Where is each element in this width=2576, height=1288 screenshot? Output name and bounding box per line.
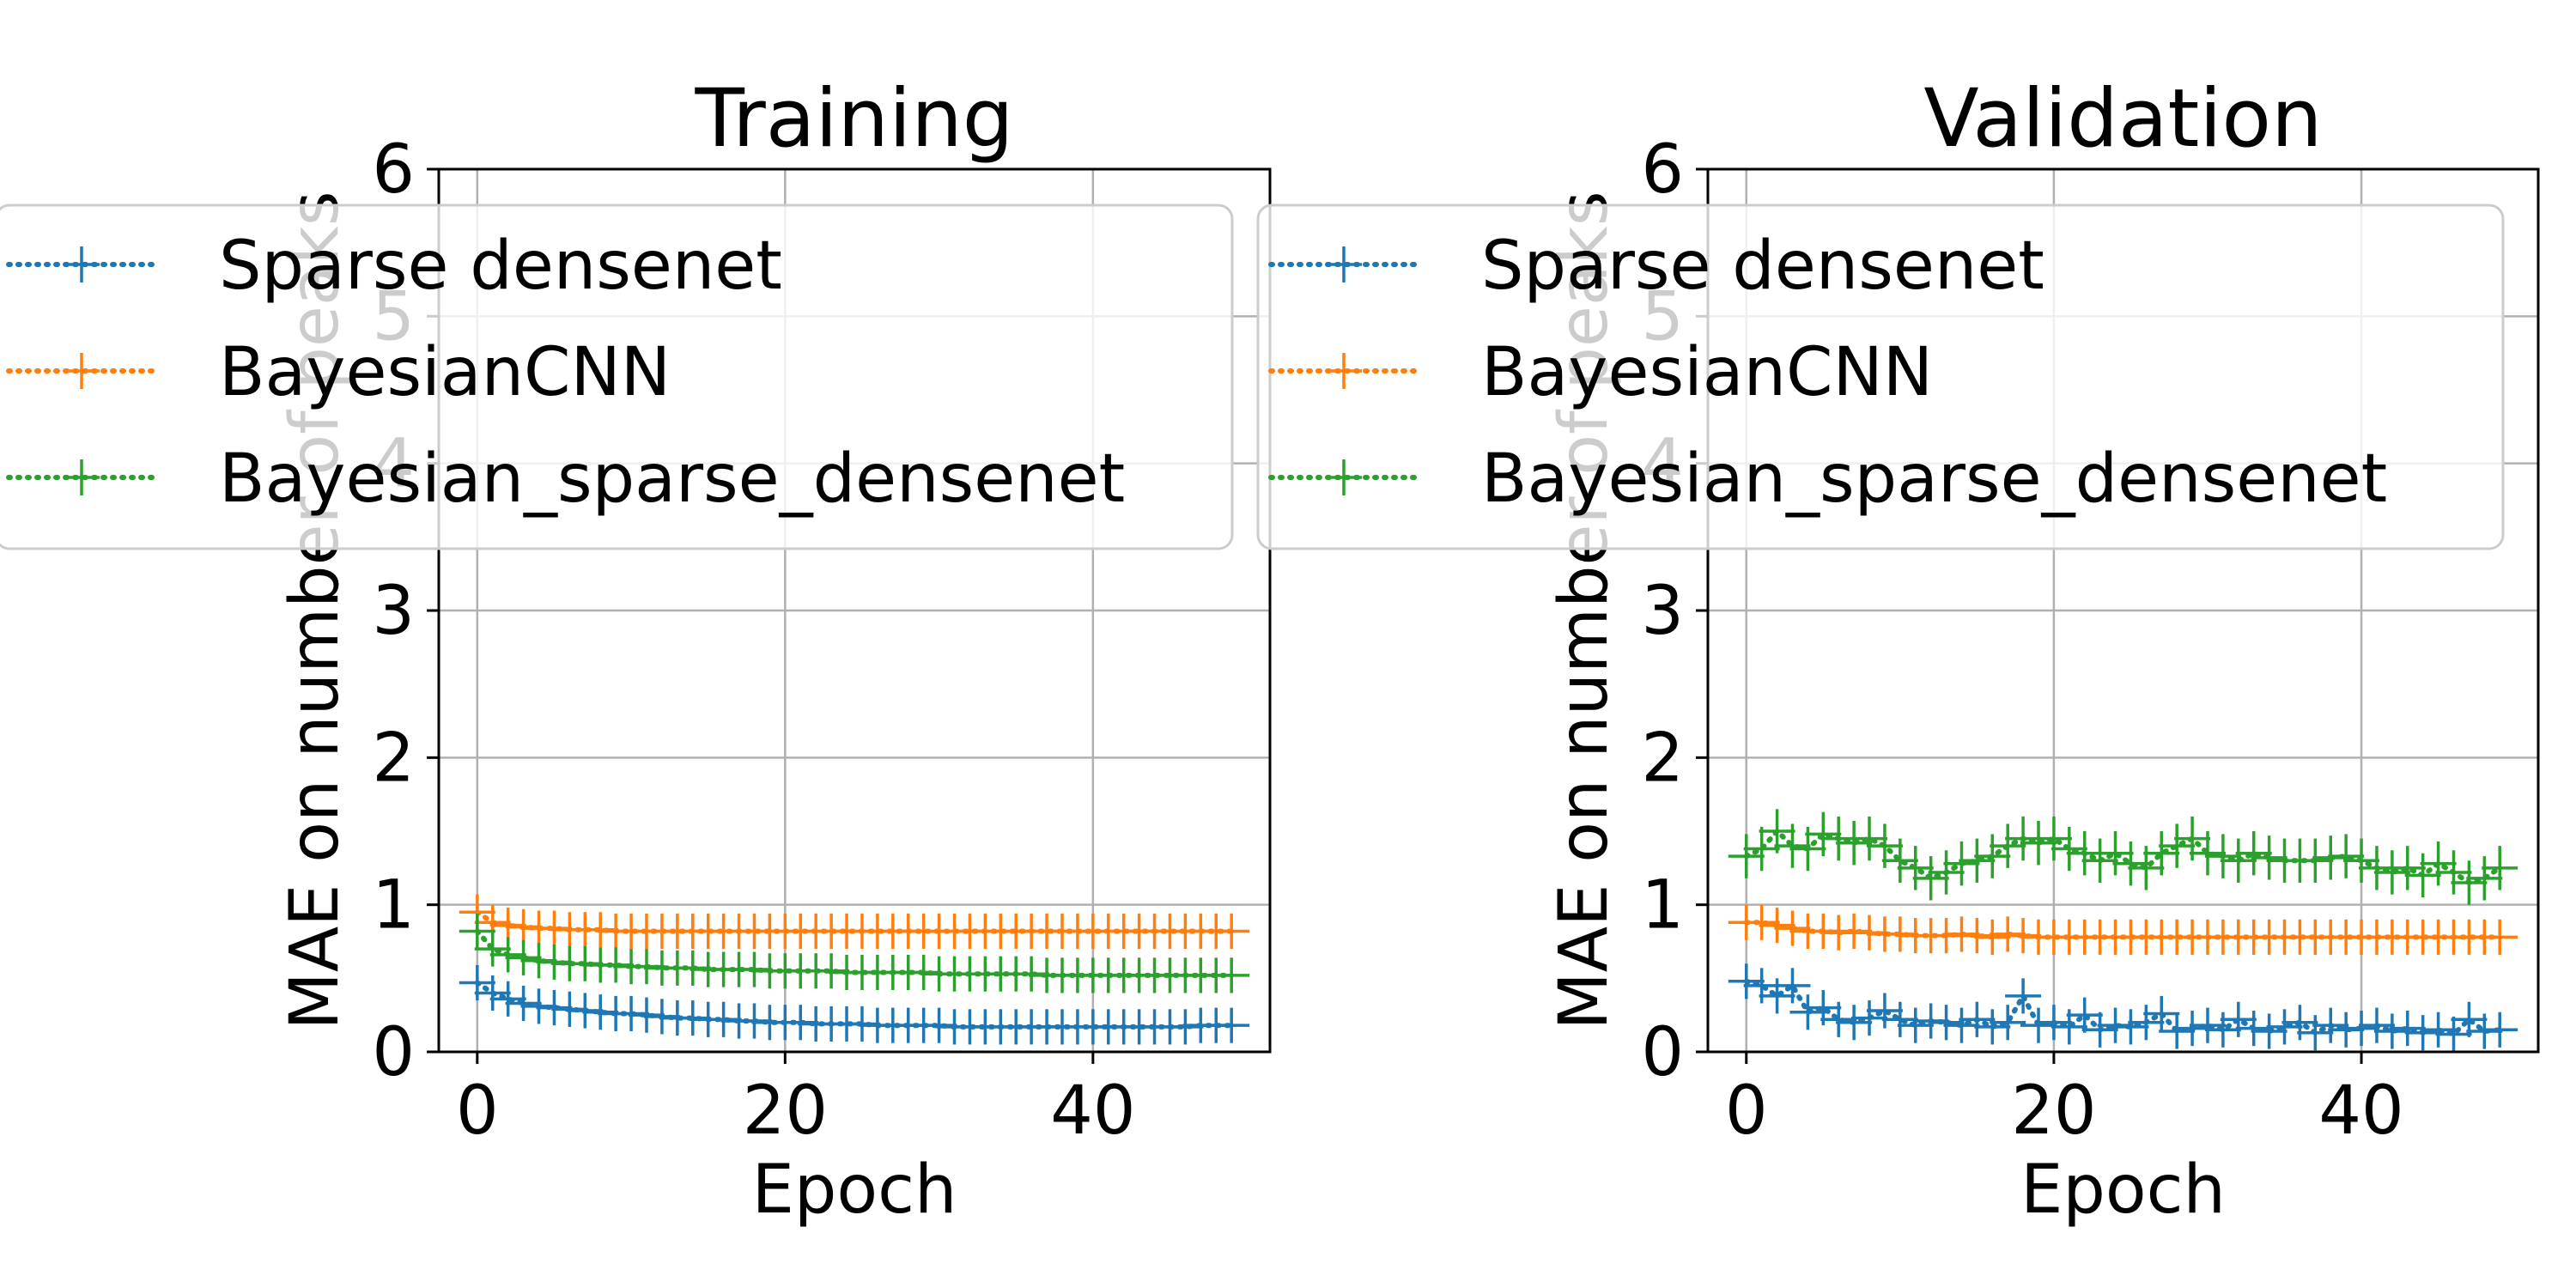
x-tick-label: 20	[743, 1072, 828, 1150]
validation-panel: 020400123456ValidationEpochMAE on number…	[1256, 72, 2540, 1229]
legend-label: Sparse densenet	[1481, 228, 2044, 305]
x-axis-label: Epoch	[752, 1151, 957, 1229]
y-tick-label: 0	[1641, 1014, 1684, 1091]
legend-label: BayesianCNN	[1481, 334, 1933, 411]
y-tick-label: 0	[372, 1014, 415, 1091]
series-line	[474, 980, 1235, 1030]
x-axis-label: Epoch	[2020, 1151, 2226, 1229]
legend: Sparse densenet BayesianCNN Bayesian_spars…	[1256, 204, 2505, 550]
legend-box	[1256, 204, 2505, 550]
legend: Sparse densenet BayesianCNN Bayesian_spars…	[0, 204, 1234, 550]
x-tick-label: 20	[2011, 1072, 2096, 1150]
series-0	[1728, 963, 2518, 1052]
series-1	[1728, 904, 2518, 955]
y-tick-label: 3	[1641, 573, 1684, 650]
x-tick-label: 40	[1050, 1072, 1135, 1150]
x-tick-label: 40	[2318, 1072, 2403, 1150]
y-tick-label: 1	[1641, 867, 1684, 945]
x-tick-label: 0	[1725, 1072, 1768, 1150]
series-0	[459, 964, 1250, 1045]
training-panel: 020400123456TrainingEpochMAE on number o…	[0, 72, 1272, 1229]
y-tick-label: 3	[372, 573, 415, 650]
legend-box	[0, 204, 1234, 550]
series-2	[459, 913, 1250, 993]
chart-title: Validation	[1923, 72, 2322, 166]
series-line	[474, 928, 1235, 978]
x-tick-label: 0	[456, 1072, 499, 1150]
chart-title: Training	[695, 72, 1014, 166]
series-2	[1728, 809, 2518, 905]
y-tick-label: 6	[1641, 131, 1684, 209]
y-tick-label: 2	[1641, 720, 1684, 797]
series-1	[459, 894, 1250, 950]
legend-label: Bayesian_sparse_densenet	[1481, 440, 2387, 518]
legend-label: Bayesian_sparse_densenet	[219, 440, 1125, 518]
legend-label: BayesianCNN	[219, 334, 671, 411]
y-tick-label: 6	[372, 131, 415, 209]
y-tick-label: 1	[372, 867, 415, 945]
legend-label: Sparse densenet	[219, 228, 782, 305]
y-tick-label: 2	[372, 720, 415, 797]
